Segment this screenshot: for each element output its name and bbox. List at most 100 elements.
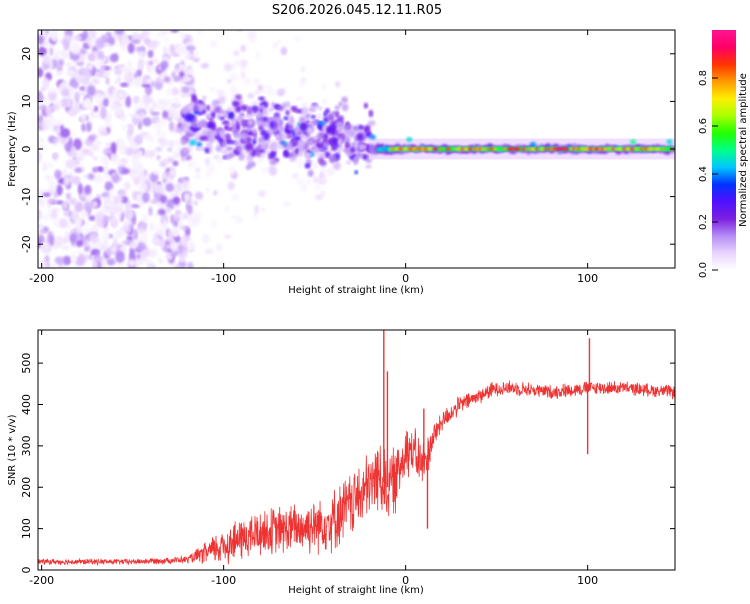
spectrogram-cell [152, 42, 157, 50]
spectrogram-cell [87, 52, 96, 62]
spectrogram-cell [297, 148, 304, 158]
spectrogram-cell [49, 183, 58, 192]
spectrogram-cell [235, 216, 243, 224]
spectrogram-cell [109, 66, 115, 73]
spectrogram-cell [50, 262, 57, 268]
spectrogram-cell [233, 49, 240, 57]
spectrogram-cell [283, 116, 289, 121]
spectrogram-cell [255, 111, 264, 120]
spectrogram-cell [38, 46, 47, 57]
spectrogram-cell [343, 147, 350, 153]
spectrogram-cell [310, 160, 319, 170]
spectrogram-cell [205, 185, 210, 194]
spectrogram-x-tick-label: 0 [402, 272, 409, 285]
spectrogram-cell [59, 128, 70, 138]
spectrogram-cell [213, 190, 218, 196]
spectrogram-cell [341, 103, 349, 112]
colorbar-tick-label: 0.4 [698, 166, 709, 182]
spectrogram-cell [127, 60, 132, 67]
spectrogram-cell [79, 112, 86, 123]
spectrogram-cell [240, 104, 249, 112]
spectrogram-cell [63, 177, 71, 186]
spectrogram-cell [168, 230, 174, 239]
spectrogram-cell [69, 39, 75, 52]
spectrogram-cell [309, 119, 319, 126]
spectrogram-cell [247, 119, 254, 127]
spectrogram-cell [246, 124, 252, 133]
spectrogram-cell [157, 208, 166, 216]
spectrogram-cell [85, 239, 90, 247]
spectrogram-cell [185, 45, 196, 52]
spectrogram-cell [63, 210, 70, 217]
spectrogram-cell [258, 189, 266, 198]
spectrogram-y-tick-label: 20 [20, 47, 33, 61]
spectrogram-cell [41, 259, 48, 268]
spectrogram-cell [317, 157, 324, 164]
spectrogram-cell [100, 107, 107, 120]
spectrogram-cell [189, 109, 194, 115]
colorbar: 0.0 0.2 0.4 0.6 0.8 Normalized spectral ampl… [698, 30, 749, 278]
spectrogram-cell [74, 215, 83, 227]
spectrogram-cell [273, 121, 278, 130]
spectrogram-cell [199, 135, 209, 141]
spectrogram-cell [116, 76, 122, 82]
spectrogram-cell [42, 77, 50, 89]
spectrogram-cell [258, 96, 265, 101]
spectrogram-cell [223, 63, 233, 72]
spectrogram-cell [326, 126, 334, 135]
spectrogram-cell [191, 289, 197, 298]
spectrogram-cell [53, 218, 59, 228]
spectrogram-cell [204, 147, 210, 154]
spectrogram-cell [81, 210, 88, 219]
spectrogram-cell [132, 156, 140, 167]
snr-x-axis-label: Height of straight line (km) [288, 585, 424, 596]
spectrogram-cell [352, 126, 360, 130]
spectrogram-cell [248, 38, 258, 44]
spectrogram-cell [144, 103, 150, 109]
spectrogram-cell [67, 109, 78, 116]
spectrogram-cell [43, 55, 52, 65]
spectrogram-cell [54, 256, 65, 265]
spectrogram-cell [206, 104, 211, 111]
colorbar-tick-label: 0.2 [698, 214, 709, 230]
spectrogram-cell [204, 157, 211, 166]
spectrogram-cell [142, 214, 149, 223]
spectrogram-cell [286, 145, 295, 151]
spectrogram-cell [298, 81, 304, 89]
spectrogram-cell [123, 219, 131, 228]
spectrogram-cell [117, 91, 126, 99]
spectrogram-cell [182, 16, 187, 24]
spectrogram-cell [75, 74, 85, 84]
spectrogram-cell [351, 141, 358, 148]
spectrogram-cell [170, 169, 176, 176]
spectrogram-cell [296, 159, 305, 168]
spectrogram-cell [53, 137, 60, 143]
spectrogram-cell [227, 127, 233, 132]
spectrogram-cell [170, 87, 180, 96]
spectrogram-cell [225, 133, 231, 142]
spectrogram-cell [75, 223, 83, 234]
spectrogram-cell [192, 200, 199, 206]
spectrogram-cell [115, 251, 125, 263]
spectrogram-cell [293, 125, 301, 134]
spectrogram-cell [199, 119, 208, 127]
spectrogram-cell [151, 233, 157, 239]
spectrogram-cell [142, 117, 152, 127]
spectrogram-cell [74, 167, 83, 174]
spectrogram-cell [362, 144, 368, 150]
spectrogram-cell [43, 162, 54, 168]
spectrogram-cell [317, 121, 326, 126]
spectrogram-cell [304, 163, 311, 169]
spectrogram-cell [195, 146, 201, 151]
spectrogram-cell [331, 137, 338, 144]
spectrogram-cell [208, 123, 216, 127]
spectrogram-cell [38, 105, 44, 111]
spectrogram-cell [362, 153, 368, 161]
spectrogram-cell [103, 164, 109, 176]
spectrogram-cell [157, 257, 164, 264]
spectrogram-cell [149, 66, 154, 77]
spectrogram-cell [38, 114, 44, 125]
spectrogram-cell [182, 147, 189, 155]
spectrogram-cell [261, 206, 266, 213]
spectrogram-cell [93, 156, 98, 161]
